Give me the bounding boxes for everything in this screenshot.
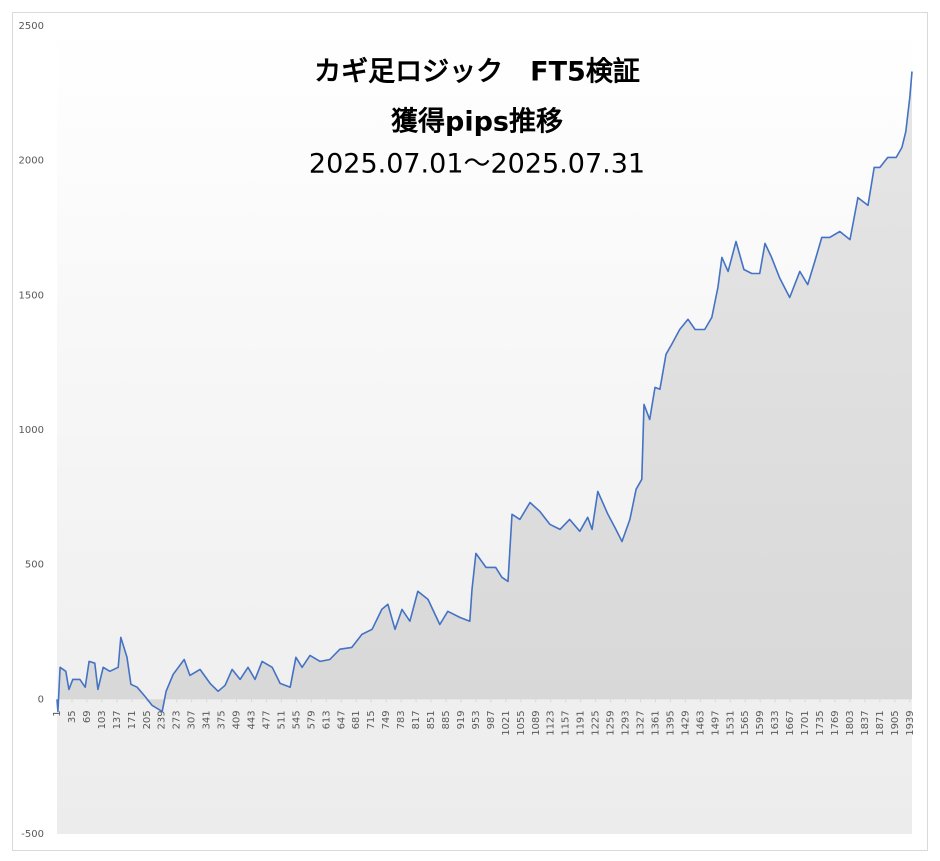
x-tick-label: 851 [426, 710, 437, 729]
x-tick-label: 783 [396, 710, 407, 729]
y-tick-label: 1500 [19, 290, 44, 301]
x-tick-label: 1565 [740, 710, 751, 735]
y-tick-label: 2500 [19, 21, 44, 32]
x-tick-label: 239 [157, 710, 168, 729]
x-tick-label: 1531 [725, 710, 736, 735]
x-tick-label: 1395 [665, 710, 676, 735]
x-tick-label: 273 [172, 710, 183, 729]
x-tick-label: 1633 [770, 710, 781, 735]
x-tick-label: 1905 [890, 710, 901, 735]
title-line: 獲得pips推移 [391, 107, 563, 138]
y-tick-label: 2000 [19, 156, 44, 167]
x-tick-label: 1497 [710, 710, 721, 735]
x-tick-label: 749 [381, 710, 392, 729]
title-line: カギ足ロジック FT5検証 [314, 56, 640, 88]
x-tick-label: 1055 [516, 710, 527, 735]
y-tick-label: -500 [21, 829, 44, 840]
x-tick-label: 307 [187, 710, 198, 729]
x-tick-label: 817 [411, 710, 422, 729]
x-tick-label: 1769 [830, 710, 841, 735]
title-line: 2025.07.01～2025.07.31 [309, 149, 645, 180]
x-tick-label: 103 [97, 710, 108, 729]
x-tick-label: 1225 [591, 710, 602, 735]
x-tick-label: 987 [486, 710, 497, 729]
x-tick-label: 35 [67, 710, 78, 723]
x-tick-label: 341 [202, 710, 213, 729]
x-tick-label: 1599 [755, 710, 766, 735]
x-tick-label: 919 [456, 710, 467, 729]
x-tick-label: 171 [127, 710, 138, 729]
x-tick-label: 1191 [576, 710, 587, 735]
x-tick-label: 1123 [546, 710, 557, 735]
x-tick-label: 1429 [680, 710, 691, 735]
x-tick-label: 545 [291, 710, 302, 729]
x-tick-label: 1701 [800, 710, 811, 735]
y-tick-label: 0 [38, 694, 44, 705]
x-tick-label: 1 [52, 710, 63, 716]
x-tick-label: 443 [246, 710, 257, 729]
x-tick-label: 1939 [905, 710, 916, 735]
x-tick-label: 205 [142, 710, 153, 729]
x-tick-label: 1259 [606, 710, 617, 735]
x-tick-label: 647 [336, 710, 347, 729]
x-tick-label: 1327 [635, 710, 646, 735]
x-tick-label: 953 [471, 710, 482, 729]
x-tick-label: 137 [112, 710, 123, 729]
x-tick-label: 1803 [845, 710, 856, 735]
x-tick-label: 1021 [501, 710, 512, 735]
x-tick-label: 1735 [815, 710, 826, 735]
x-tick-label: 1837 [860, 710, 871, 735]
x-tick-label: 1667 [785, 710, 796, 735]
x-tick-label: 511 [276, 710, 287, 729]
x-tick-label: 681 [351, 710, 362, 729]
x-tick-label: 1293 [621, 710, 632, 735]
y-tick-label: 1000 [19, 425, 44, 436]
x-tick-label: 1871 [875, 710, 886, 735]
x-tick-label: 375 [217, 710, 228, 729]
line [56, 71, 913, 713]
x-tick-label: 1361 [650, 710, 661, 735]
y-tick-label: 500 [25, 560, 44, 571]
x-tick-label: 1089 [531, 710, 542, 735]
x-tick-label: 1157 [561, 710, 572, 735]
x-tick-label: 885 [441, 710, 452, 729]
x-tick-label: 613 [321, 710, 332, 729]
x-tick-label: 409 [232, 710, 243, 729]
x-tick-label: 1463 [695, 710, 706, 735]
x-tick-label: 477 [261, 710, 272, 729]
x-tick-label: 579 [306, 710, 317, 729]
area-fill [57, 71, 912, 712]
x-tick-label: 69 [82, 710, 93, 723]
x-tick-label: 715 [366, 710, 377, 729]
